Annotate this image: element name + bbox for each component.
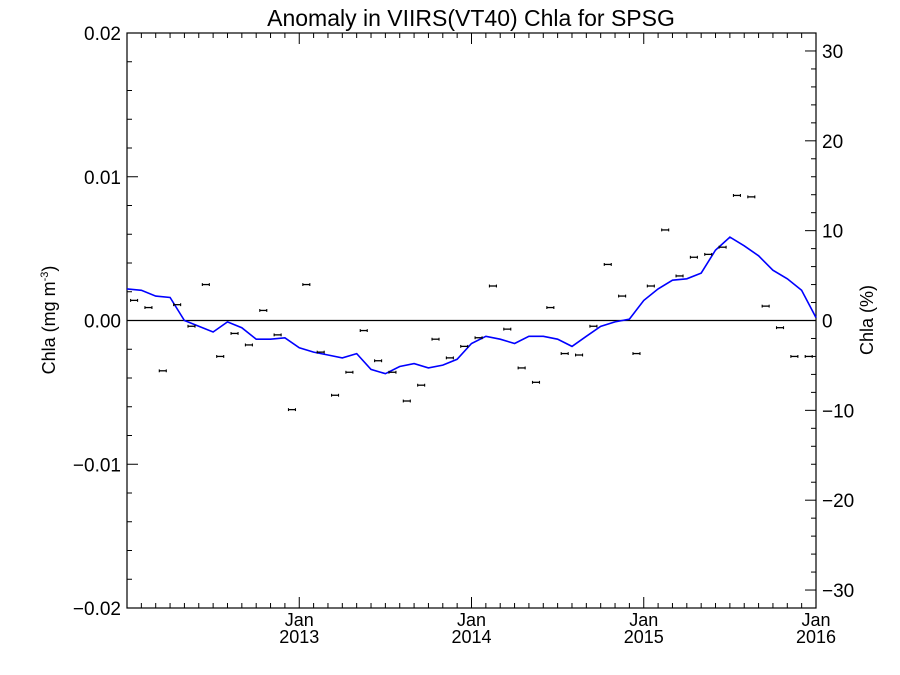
y2-tick-label: −10 bbox=[822, 401, 854, 422]
y2-tick-label: 30 bbox=[822, 42, 843, 63]
data-point bbox=[603, 263, 612, 266]
data-point bbox=[575, 353, 584, 357]
data-point bbox=[488, 284, 497, 288]
data-point bbox=[130, 298, 139, 302]
data-point bbox=[187, 324, 196, 328]
data-point bbox=[747, 195, 756, 199]
data-point bbox=[503, 327, 512, 331]
x-tick-label-year: 2013 bbox=[279, 627, 319, 647]
x-tick-label-year: 2016 bbox=[796, 627, 836, 647]
y-tick-label: −0.02 bbox=[73, 599, 121, 620]
data-point bbox=[330, 393, 340, 397]
x-tick-label-month: Jan bbox=[457, 610, 486, 630]
data-point bbox=[546, 306, 555, 309]
data-point bbox=[216, 355, 225, 358]
x-tick-label-month: Jan bbox=[629, 610, 658, 630]
data-point bbox=[173, 303, 182, 307]
data-point bbox=[359, 329, 368, 332]
x-tick-label-month: Jan bbox=[285, 610, 314, 630]
y2-tick-label: −30 bbox=[822, 581, 854, 602]
y2-axis-label: Chla (%) bbox=[857, 285, 877, 355]
y2-tick-label: 0 bbox=[822, 312, 833, 333]
data-point bbox=[761, 304, 770, 308]
data-point bbox=[445, 356, 454, 360]
data-point bbox=[531, 380, 541, 384]
y2-tick-label: 20 bbox=[822, 132, 843, 153]
data-point bbox=[474, 336, 483, 340]
data-point bbox=[790, 355, 799, 358]
x-tick-label-month: Jan bbox=[801, 610, 830, 630]
data-point bbox=[646, 284, 655, 288]
x-tick-label-year: 2015 bbox=[624, 627, 664, 647]
data-point bbox=[632, 352, 641, 355]
x-tick-label-year: 2014 bbox=[451, 627, 491, 647]
data-point bbox=[158, 369, 167, 373]
data-point bbox=[589, 324, 598, 328]
data-point bbox=[201, 283, 210, 286]
series-line bbox=[126, 236, 817, 375]
data-point bbox=[230, 332, 239, 335]
data-point bbox=[804, 355, 813, 358]
data-point bbox=[618, 294, 627, 298]
data-point bbox=[431, 337, 440, 341]
data-point bbox=[374, 359, 383, 363]
y-tick-label: 0.00 bbox=[84, 312, 121, 333]
data-point bbox=[675, 274, 684, 278]
data-point bbox=[402, 399, 411, 403]
data-point bbox=[718, 245, 727, 249]
data-point bbox=[775, 326, 785, 330]
data-point bbox=[259, 309, 268, 312]
data-point bbox=[287, 408, 297, 412]
y-axis-label-close: ) bbox=[39, 266, 59, 272]
y-axis-label: Chla (mg m-3) bbox=[39, 266, 59, 375]
data-point bbox=[273, 333, 282, 337]
data-point bbox=[388, 370, 397, 374]
data-point bbox=[704, 252, 713, 256]
data-point bbox=[661, 228, 670, 232]
y-tick-label: 0.01 bbox=[84, 168, 121, 189]
y-tick-label: −0.01 bbox=[73, 455, 121, 476]
data-point bbox=[560, 352, 569, 355]
y2-tick-label: −20 bbox=[822, 491, 854, 512]
data-point bbox=[302, 283, 311, 286]
data-point bbox=[732, 194, 742, 197]
data-point bbox=[460, 344, 469, 348]
y-tick-label: 0.02 bbox=[84, 24, 121, 45]
y2-tick-label: 10 bbox=[822, 222, 843, 243]
y-axis-label-superscript: -3 bbox=[39, 272, 51, 282]
data-point bbox=[244, 343, 253, 347]
y-axis-label-text: Chla (mg m bbox=[39, 281, 59, 374]
chart-title: Anomaly in VIIRS(VT40) Chla for SPSG bbox=[267, 5, 675, 31]
data-point bbox=[689, 255, 698, 259]
data-point bbox=[144, 306, 153, 309]
data-point bbox=[417, 383, 426, 387]
data-point bbox=[345, 370, 354, 374]
plot-area: −0.02 −0.01 0.00 0.01 0.02 −30 −20 −10 0 10 20 30 Ja… bbox=[73, 24, 854, 647]
data-point bbox=[517, 366, 526, 370]
data-point bbox=[316, 350, 325, 354]
